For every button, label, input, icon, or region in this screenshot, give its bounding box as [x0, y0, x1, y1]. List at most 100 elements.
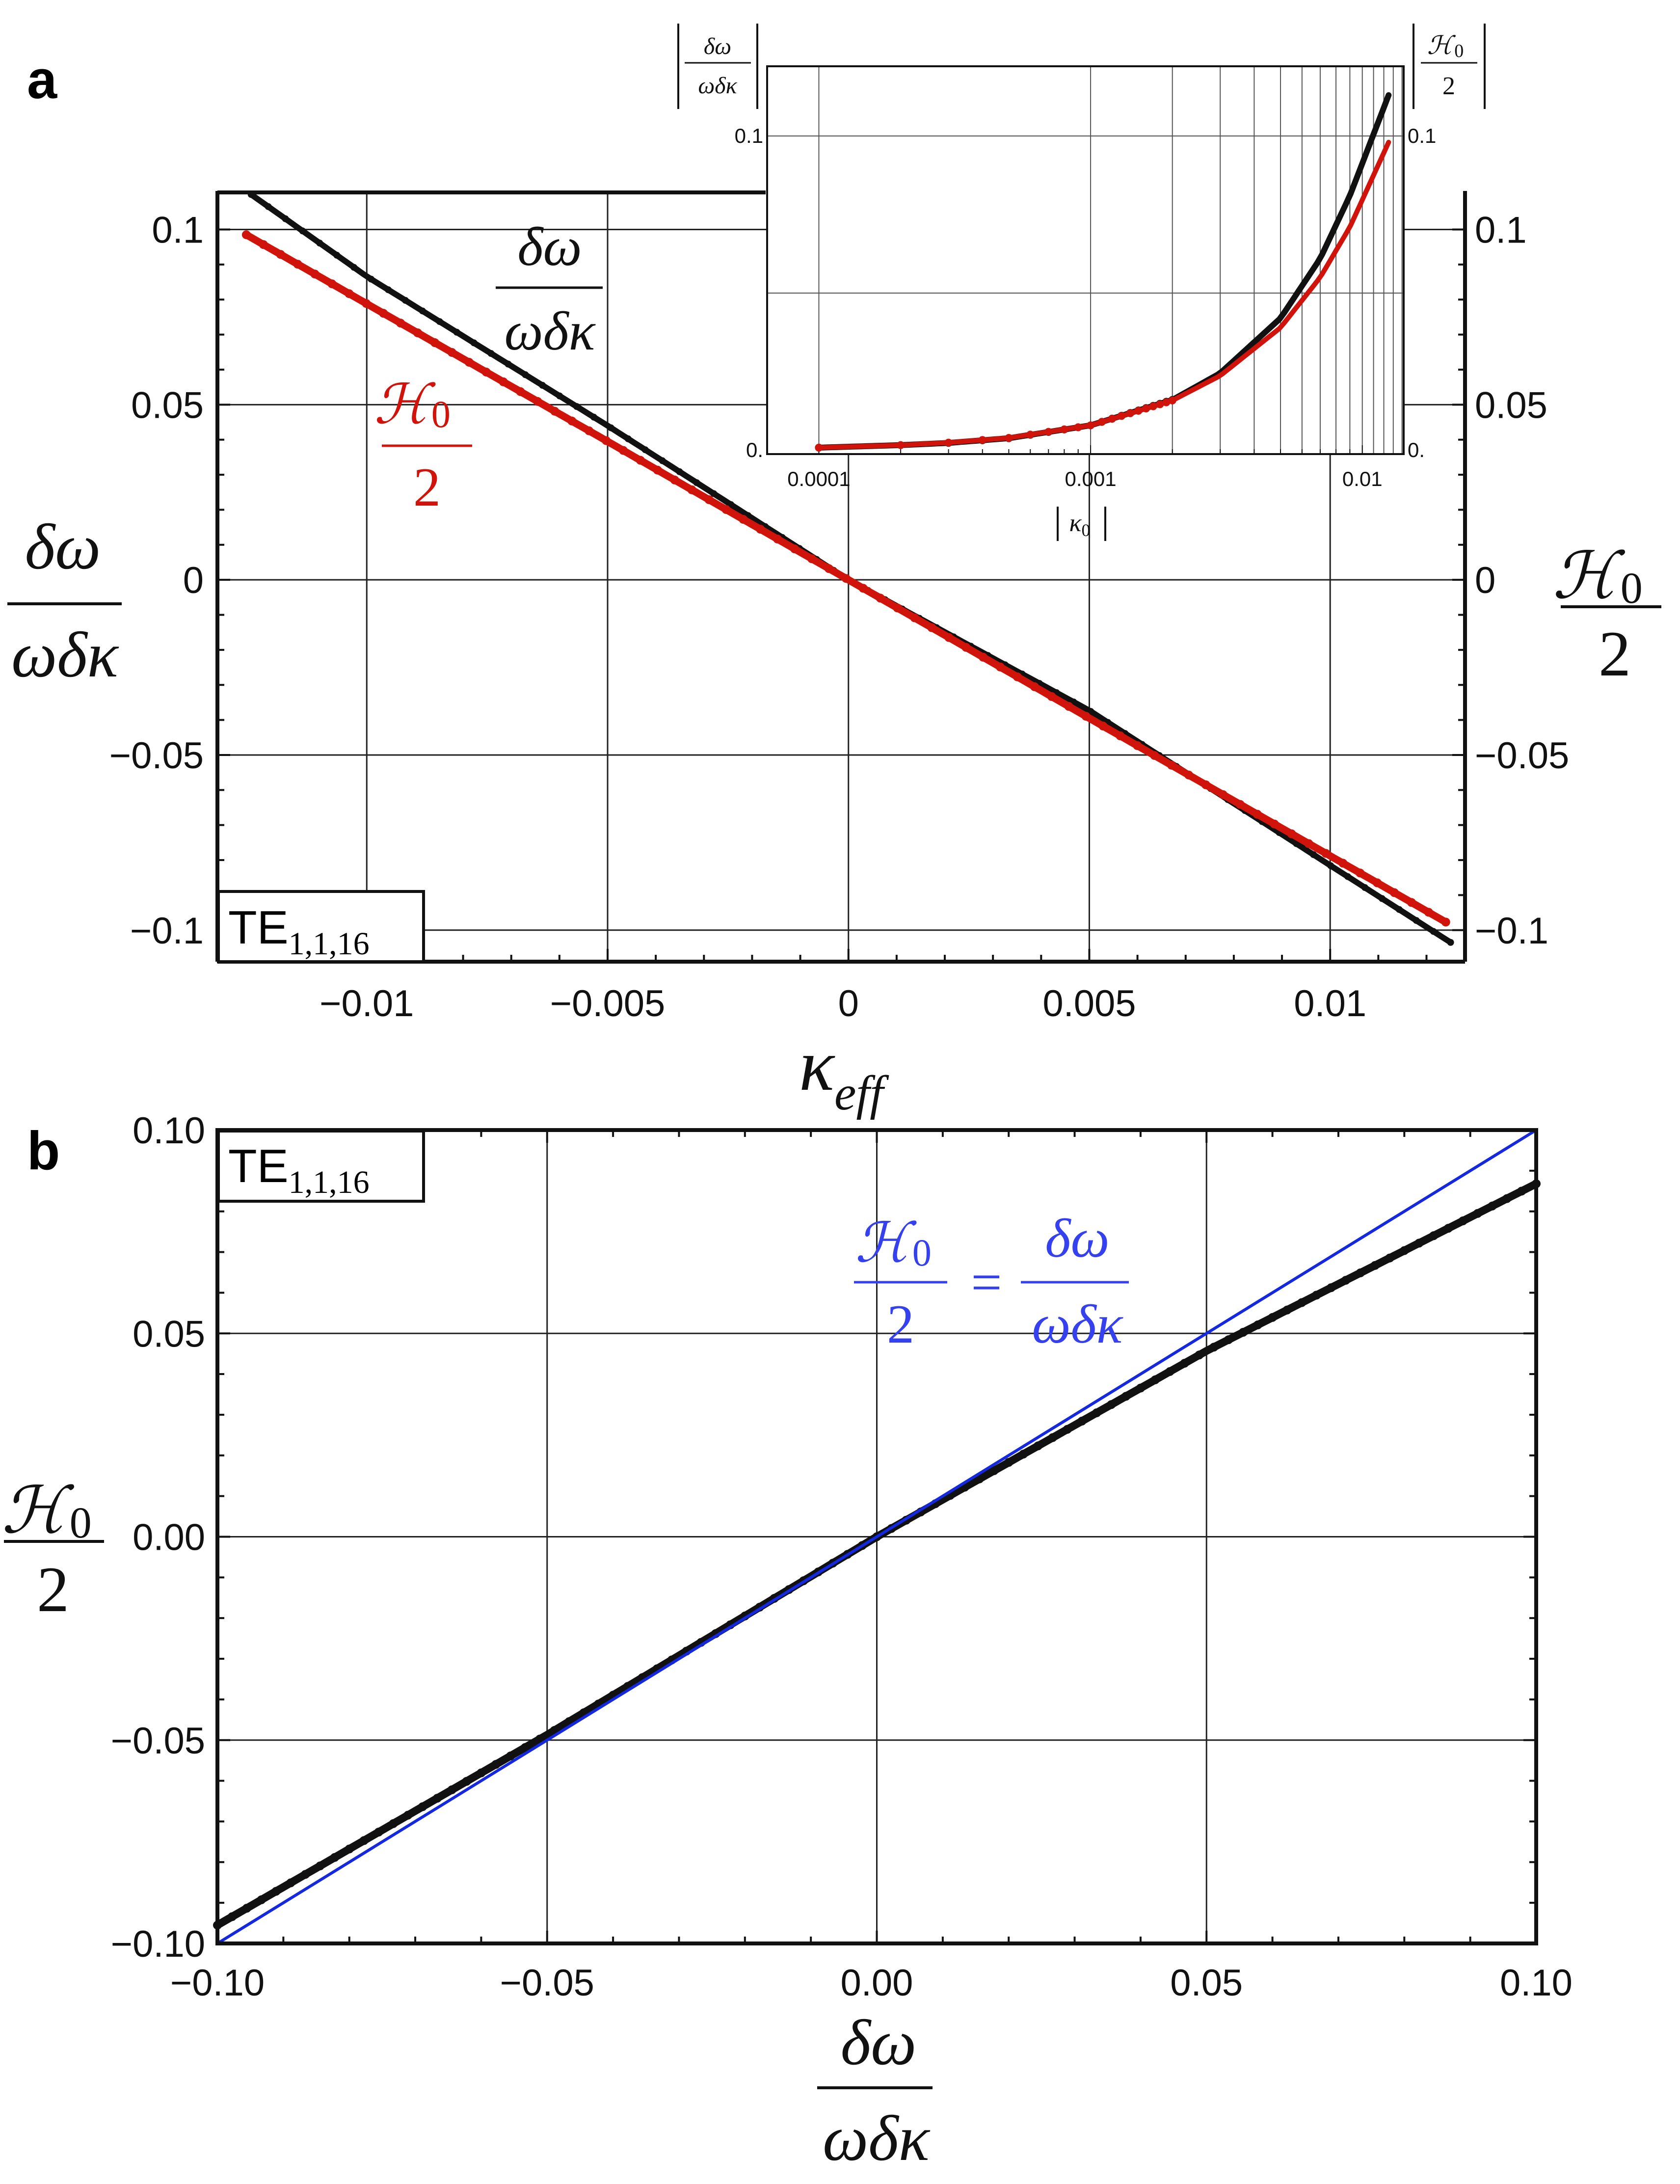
panel-a-point-black	[641, 446, 649, 454]
panel-b-point-simulated	[1268, 1313, 1277, 1322]
panel-b-point-simulated	[1327, 1283, 1336, 1293]
panel-b-point-simulated	[271, 1887, 281, 1896]
panel-b-point-simulated	[389, 1819, 398, 1828]
panel-a-point-red	[1253, 809, 1262, 819]
panel-a-point-red	[1356, 868, 1365, 878]
inset-left-label: δω ωδκ	[677, 24, 758, 109]
panel-a-tick-labels: −0.01 −0.005 0 0.005 0.01 −0.1 −0.1 −0.05 −0.05 0…	[109, 210, 1570, 1025]
panel-b-point-simulated	[1517, 1186, 1526, 1196]
panel-a-series	[241, 191, 1454, 946]
panel-a-point-red	[1201, 780, 1210, 789]
panel-a-y-tick-label-left: −0.05	[109, 735, 204, 777]
panel-b-point-simulated	[1253, 1320, 1262, 1329]
panel-a-point-black	[470, 339, 478, 347]
svg-text:ℋ0: ℋ0	[855, 1213, 932, 1274]
panel-a-point-black	[659, 457, 666, 464]
panel-b-mode-box: TE1,1,16	[217, 1130, 425, 1203]
panel-a-point-black	[1310, 851, 1317, 858]
panel-a-y-tick-label-right: −0.05	[1475, 735, 1569, 777]
panel-a-point-red	[241, 230, 251, 240]
panel-b-point-simulated	[1488, 1201, 1497, 1211]
panel-a-point-red	[824, 564, 833, 573]
panel-a-x-tick-label: −0.01	[320, 983, 414, 1025]
panel-b-point-simulated	[432, 1794, 442, 1803]
panel-a-point-red	[979, 652, 988, 662]
panel-b-x-axis-label: δω ωδκ	[817, 2006, 933, 2174]
panel-b-point-simulated	[1092, 1408, 1101, 1418]
panel-b-point-simulated	[1502, 1194, 1512, 1203]
panel-a-point-red	[653, 465, 662, 475]
panel-a-x-tick-label: −0.005	[550, 983, 666, 1025]
panel-a-point-red	[1116, 731, 1125, 741]
svg-text:δω: δω	[704, 33, 731, 59]
panel-b-point-simulated	[447, 1785, 456, 1794]
panel-a-point-red	[790, 544, 800, 554]
panel-a-point-red	[1081, 712, 1091, 721]
panel-a-x-axis-label: κeff	[799, 1025, 889, 1120]
svg-text:κ0: κ0	[1069, 509, 1091, 540]
panel-a-point-red	[1150, 751, 1159, 760]
inset-point-red	[1168, 396, 1176, 404]
panel-a-y-tick-label-left: 0.1	[152, 210, 204, 251]
panel-b-point-simulated	[1312, 1291, 1321, 1300]
inset-point-red	[1044, 428, 1053, 436]
svg-text:2: 2	[1442, 72, 1455, 100]
panel-b-y-tick-label: −0.10	[111, 1923, 205, 1965]
panel-a-point-red	[1287, 829, 1296, 838]
panel-a-right-axis-label: ℋ0 2	[1552, 540, 1661, 690]
inset-point-red	[1060, 425, 1068, 433]
panel-a-point-black	[350, 264, 358, 271]
panel-b-point-simulated	[418, 1802, 427, 1811]
panel-a-point-black	[590, 413, 597, 421]
panel-b-point-simulated	[257, 1895, 266, 1905]
panel-b-point-simulated	[1077, 1416, 1087, 1426]
panel-a-point-red	[1304, 839, 1313, 848]
svg-text:2: 2	[37, 1553, 69, 1625]
inset-point-red	[1126, 409, 1134, 417]
panel-b-point-simulated	[975, 1474, 984, 1483]
panel-a-label: a	[27, 50, 57, 110]
panel-b-point-simulated	[1195, 1350, 1204, 1360]
svg-text:δω: δω	[1045, 1208, 1109, 1269]
identity-line-label: ℋ0 2 = δω ωδκ	[854, 1208, 1129, 1355]
panel-b-point-simulated	[1370, 1261, 1380, 1270]
panel-b-point-simulated	[491, 1760, 501, 1769]
panel-b-point-simulated	[1238, 1328, 1248, 1337]
panel-a-point-red	[1064, 702, 1073, 711]
inset-point-red	[1134, 406, 1143, 415]
svg-text:2: 2	[413, 457, 441, 518]
panel-b-point-simulated	[1400, 1246, 1409, 1255]
inset-point-red	[1142, 404, 1150, 413]
svg-text:2: 2	[1599, 618, 1631, 690]
panel-b-point-simulated	[1063, 1425, 1072, 1434]
panel-b-point-simulated	[301, 1870, 310, 1879]
panel-a-point-black	[539, 381, 546, 389]
panel-b-point-simulated	[345, 1844, 354, 1854]
red-curve-label: ℋ0 2	[374, 375, 472, 518]
panel-a-point-black	[624, 435, 632, 442]
panel-b-point-simulated	[359, 1836, 369, 1845]
svg-text:ωδκ: ωδκ	[11, 619, 119, 691]
panel-a-point-black	[676, 468, 683, 475]
panel-b-x-tick-label: 0.00	[841, 1962, 913, 2004]
panel-a-point-red	[464, 357, 474, 367]
panel-a-point-red	[910, 613, 919, 622]
panel-a-point-red	[721, 505, 731, 514]
panel-a-point-red	[961, 643, 971, 652]
panel-a-point-red	[430, 338, 439, 348]
panel-a-point-red	[1047, 692, 1056, 701]
panel-a-point-black	[522, 371, 529, 378]
panel-b-point-simulated	[1341, 1276, 1350, 1285]
svg-text:ℋ0: ℋ0	[1552, 540, 1642, 613]
panel-a-point-red	[345, 289, 354, 298]
panel-a-point-black	[1344, 873, 1352, 880]
inset-x-tick-label: 0.0001	[787, 467, 850, 490]
inset-grid	[767, 66, 1404, 454]
panel-a-point-red	[293, 260, 302, 269]
panel-b-point-simulated	[1107, 1400, 1116, 1409]
panel-b-point-simulated	[403, 1810, 413, 1820]
panel-a-point-red	[1338, 859, 1348, 868]
inset-x-label: κ0	[1057, 507, 1106, 541]
panel-a-point-red	[876, 593, 885, 603]
panel-b-point-simulated	[315, 1861, 324, 1871]
